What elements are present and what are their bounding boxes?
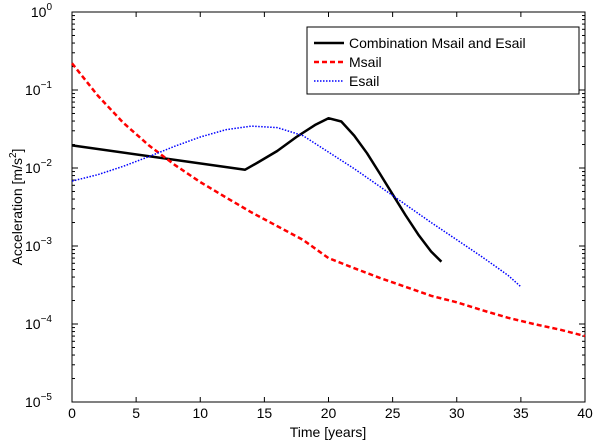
y-tick-label-base: 10 bbox=[31, 4, 47, 20]
legend-label-1: Combination Msail and Esail bbox=[349, 35, 526, 51]
x-tick-label: 10 bbox=[192, 405, 208, 421]
y-tick-label: 10−3 bbox=[25, 236, 52, 254]
y-tick-label: 10−4 bbox=[25, 314, 52, 332]
y-tick-label-base: 10 bbox=[25, 238, 41, 254]
y-tick-label: 100 bbox=[31, 2, 53, 20]
x-tick-label: 25 bbox=[385, 405, 401, 421]
legend-label-2: Msail bbox=[349, 54, 382, 70]
y-tick-label-exponent: −2 bbox=[41, 158, 53, 169]
y-tick-label-exponent: −5 bbox=[41, 392, 53, 403]
x-tick-label: 35 bbox=[513, 405, 529, 421]
y-tick-label: 10−1 bbox=[25, 80, 52, 98]
series-line-2 bbox=[71, 62, 586, 338]
y-axis-label: Acceleration [m/s2] bbox=[8, 149, 25, 266]
y-tick-label-exponent: −4 bbox=[41, 314, 53, 325]
y-tick-label-base: 10 bbox=[25, 82, 41, 98]
y-tick-label-exponent: 0 bbox=[46, 2, 52, 13]
y-axis-label-end: ] bbox=[9, 149, 25, 153]
y-axis-label-exponent: 2 bbox=[8, 152, 19, 158]
x-tick-label: 30 bbox=[449, 405, 465, 421]
x-tick-labels: 0 5 10 15 20 25 30 35 40 bbox=[68, 405, 593, 421]
legend: Combination Msail and Esail Msail Esail bbox=[306, 26, 580, 95]
y-tick-label-base: 10 bbox=[25, 394, 41, 410]
y-axis-label-main: Acceleration [m/s bbox=[9, 158, 25, 265]
x-tick-label: 40 bbox=[577, 405, 593, 421]
y-tick-label-base: 10 bbox=[25, 316, 41, 332]
x-axis-label: Time [years] bbox=[290, 424, 367, 440]
y-tick-label-exponent: −3 bbox=[41, 236, 53, 247]
y-tick-label-base: 10 bbox=[25, 160, 41, 176]
x-tick-label: 15 bbox=[257, 405, 273, 421]
y-tick-label: 10−2 bbox=[25, 158, 52, 176]
series-line-1 bbox=[71, 116, 443, 263]
x-tick-label: 0 bbox=[68, 405, 76, 421]
series-lines bbox=[71, 62, 586, 338]
legend-entries: Combination Msail and Esail Msail Esail bbox=[314, 35, 526, 89]
x-ticks bbox=[71, 12, 586, 402]
y-tick-label-exponent: −1 bbox=[41, 80, 53, 91]
x-tick-label: 20 bbox=[321, 405, 337, 421]
series-line-3 bbox=[71, 125, 522, 288]
legend-box bbox=[306, 26, 580, 95]
x-tick-label: 5 bbox=[132, 405, 140, 421]
legend-label-3: Esail bbox=[349, 73, 379, 89]
y-tick-label: 10−5 bbox=[25, 392, 52, 410]
